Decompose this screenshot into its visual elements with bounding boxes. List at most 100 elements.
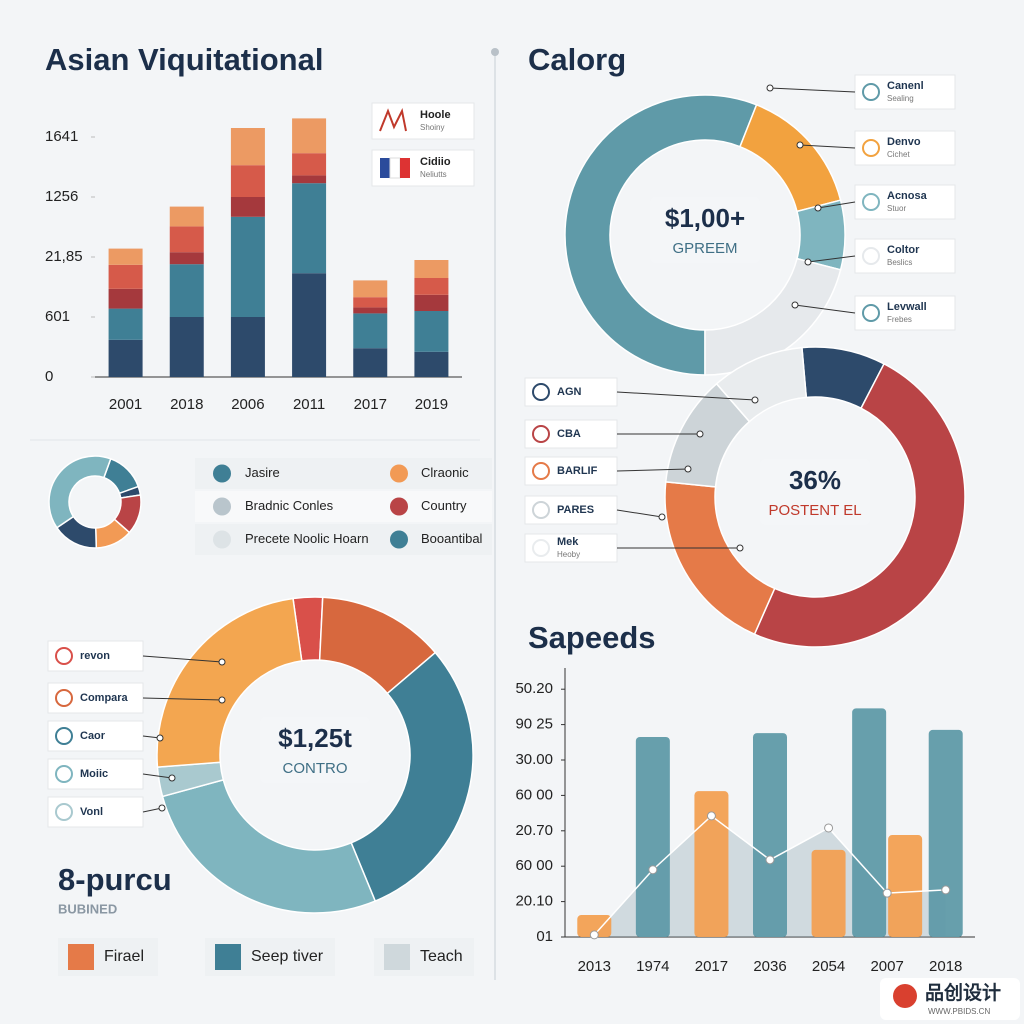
callout-label: BARLIF [557,465,598,477]
center-label: POSTENT EL [768,502,861,519]
y-tick-label: 60 00 [515,857,553,874]
donut-segment [753,362,966,648]
callout-line [769,87,856,93]
legend-swatch [213,530,231,549]
callout-box [854,74,956,110]
bar [694,791,729,937]
donut-segment [715,346,808,423]
legend-icon [389,157,401,179]
callout-dot [218,658,226,666]
bar-segment [230,197,265,217]
x-tick-label: 2019 [415,396,448,413]
y-tick-label: 01 [536,928,553,945]
callout-label: Levwall [887,301,927,313]
callout-label: Caor [80,730,106,742]
chart-subtitle: BUBINED [58,901,117,916]
bar-segment [414,260,449,278]
y-tick-label: 1641 [45,128,78,145]
callout-dot [156,734,164,742]
legend-box [371,102,475,140]
callout-dot [766,84,774,92]
callout-dot [736,544,744,552]
callout-icon [55,647,73,665]
divider-dot [491,48,499,56]
bar-segment [353,348,388,377]
callout-box [524,533,618,563]
y-tick-label: 0 [45,368,53,385]
callout-dot [168,774,176,782]
x-tick-label: 2018 [170,396,203,413]
x-tick-label: 2017 [354,396,387,413]
y-tick-label: 30.00 [515,751,553,768]
bar [928,729,963,937]
legend-swatch [215,944,241,970]
line-point [589,930,599,940]
callout-line [807,255,856,263]
x-tick-label: 2001 [109,396,142,413]
callout-box [524,419,618,449]
legend-label: Cidiio [420,156,451,168]
callout-label: Moiic [80,768,108,780]
bar-segment [414,278,449,295]
callout-icon [532,425,550,443]
callout-line [799,144,856,149]
donut-segment [161,778,377,914]
bar-segment [108,339,143,377]
callout-label: Compara [80,692,129,704]
legend-swatch [213,464,231,483]
bar-segment [414,351,449,377]
center-label: CONTRO [283,760,348,777]
legend-box [371,149,475,187]
bar-segment [169,317,204,377]
bar-segment [353,307,388,314]
callout-dot [658,513,666,521]
bar [852,708,887,937]
legend-label: Country [421,498,467,513]
donut-segment [156,597,303,768]
legend-label: Teach [420,948,463,965]
callout-label: PARES [557,504,594,516]
donut-segment [48,455,112,529]
bar-segment [230,165,265,197]
bar-segment [292,153,327,176]
legend-swatch [68,944,94,970]
callout-sublabel: Frebes [887,315,912,324]
center-value: $1,00+ [665,203,745,233]
x-tick-label: 1974 [636,958,669,975]
line-point [648,865,658,875]
donut-segment [564,94,758,376]
center-value: 36% [789,465,841,495]
legend-row [195,458,492,489]
watermark-title: 品创设计 [925,981,1001,1004]
legend-swatch [213,497,231,516]
chart-title: Calorg [528,42,626,77]
callout-label: Vonl [80,806,103,818]
y-tick-label: 90 25 [515,716,553,733]
y-tick-label: 601 [45,308,70,325]
callout-dot [791,301,799,309]
callout-icon [532,539,550,557]
line-point [765,855,775,865]
bar-segment [292,175,327,184]
watermark-box [880,978,1020,1020]
callout-line [616,468,689,472]
chart-title: Asian Viquitational [45,42,323,77]
callout-box [854,295,956,331]
legend-label: Seep tiver [251,948,324,965]
bar-segment [230,128,265,166]
legend-label: Hoole [420,109,451,121]
bar-segment [292,273,327,377]
callout-dot [158,804,166,812]
legend-row [195,491,492,522]
x-tick-label: 2017 [695,958,728,975]
x-tick-label: 2013 [578,958,611,975]
callout-icon [862,193,880,211]
legend-swatch [390,497,408,516]
callout-box [854,130,956,166]
callout-icon [55,727,73,745]
line-point [824,823,834,833]
center-box [760,459,870,525]
x-tick-label: 2018 [929,958,962,975]
bar-segment [108,308,143,340]
